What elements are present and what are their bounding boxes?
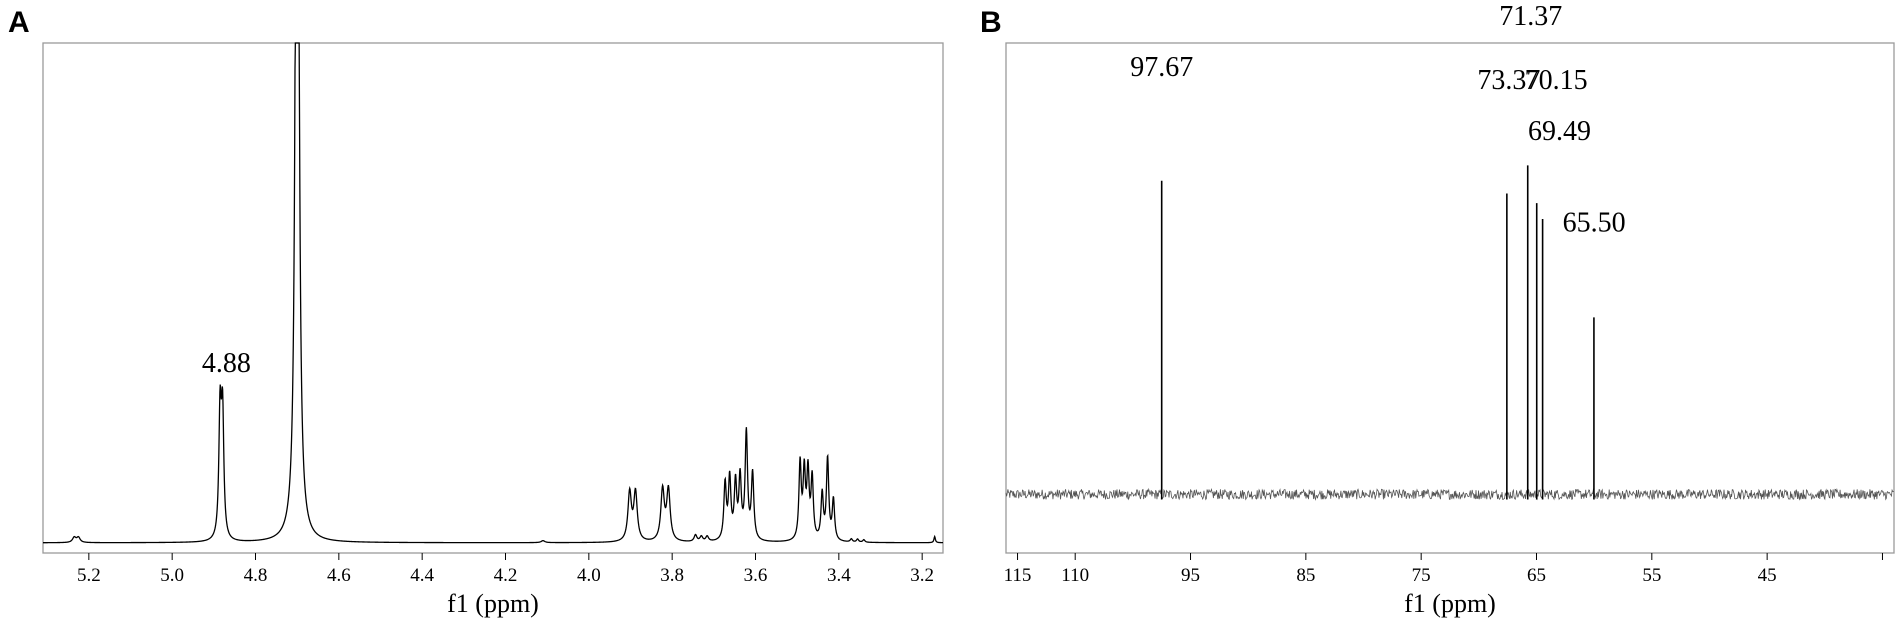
panel-a-x-axis: 5.2 5.0 4.8 4.6 4.4 4.2 4.0 3.8 3.6 3.4 3.2	[77, 553, 934, 586]
panel-a-spectrum-line	[43, 42, 943, 544]
panel-b-x-axis-title: f1 (ppm)	[1404, 589, 1496, 618]
panel-a-1h-nmr: A 5.2 5.0 4.8 4.6 4.4 4.2 4.0 3.8 3.6 3.4 3.2 f1 (…	[8, 6, 944, 618]
panel-a-tick-label: 4.0	[577, 565, 601, 586]
panel-b-tick-label: 85	[1296, 565, 1315, 586]
panel-b-tick-label: 65	[1527, 565, 1546, 586]
panel-a-x-axis-title: f1 (ppm)	[447, 589, 539, 618]
panel-a-tick-label: 3.4	[827, 565, 851, 586]
panel-b-13c-nmr: B 115 110 95 85 75 65 55 45 f1 (ppm) 97.67 71.37…	[980, 1, 1895, 618]
panel-a-tick-label: 3.2	[910, 565, 934, 586]
panel-a-tick-label: 4.6	[327, 565, 351, 586]
panel-a-tick-label: 3.6	[744, 565, 768, 586]
panel-a-letter: A	[8, 6, 30, 39]
panel-b-x-axis: 115 110 95 85 75 65 55 45	[1004, 553, 1883, 586]
panel-a-annotations: 4.88	[202, 348, 251, 379]
panel-b-peak-label: 70.15	[1525, 65, 1588, 96]
panel-a-tick-label: 4.2	[494, 565, 518, 586]
panel-b-peak-label: 73.37	[1477, 65, 1540, 96]
panel-b-tick-label: 45	[1758, 565, 1777, 586]
panel-b-baseline-noise	[1005, 487, 1895, 501]
panel-b-peak-label: 65.50	[1563, 208, 1626, 239]
panel-b-tick-label: 75	[1412, 565, 1431, 586]
panel-a-peak-label: 4.88	[202, 348, 251, 379]
panel-b-tick-label: 55	[1642, 565, 1661, 586]
panel-a-tick-label: 5.0	[160, 565, 184, 586]
panel-a-tick-label: 4.4	[410, 565, 434, 586]
panel-b-tick-label: 110	[1061, 565, 1089, 586]
panel-a-tick-label: 5.2	[77, 565, 101, 586]
panel-b-tick-label: 115	[1004, 565, 1032, 586]
panel-b-peak-label: 97.67	[1130, 52, 1193, 83]
panel-b-peaks	[1160, 165, 1595, 500]
panel-b-plot-frame	[1005, 42, 1895, 554]
panel-a-tick-label: 4.8	[244, 565, 268, 586]
panel-b-peak-label: 69.49	[1528, 116, 1591, 147]
panel-a-tick-label: 3.8	[660, 565, 684, 586]
panel-b-tick-label: 95	[1181, 565, 1200, 586]
panel-b-peak-label: 71.37	[1499, 1, 1562, 32]
panel-a-plot-frame	[42, 42, 944, 554]
panel-b-letter: B	[980, 6, 1002, 39]
